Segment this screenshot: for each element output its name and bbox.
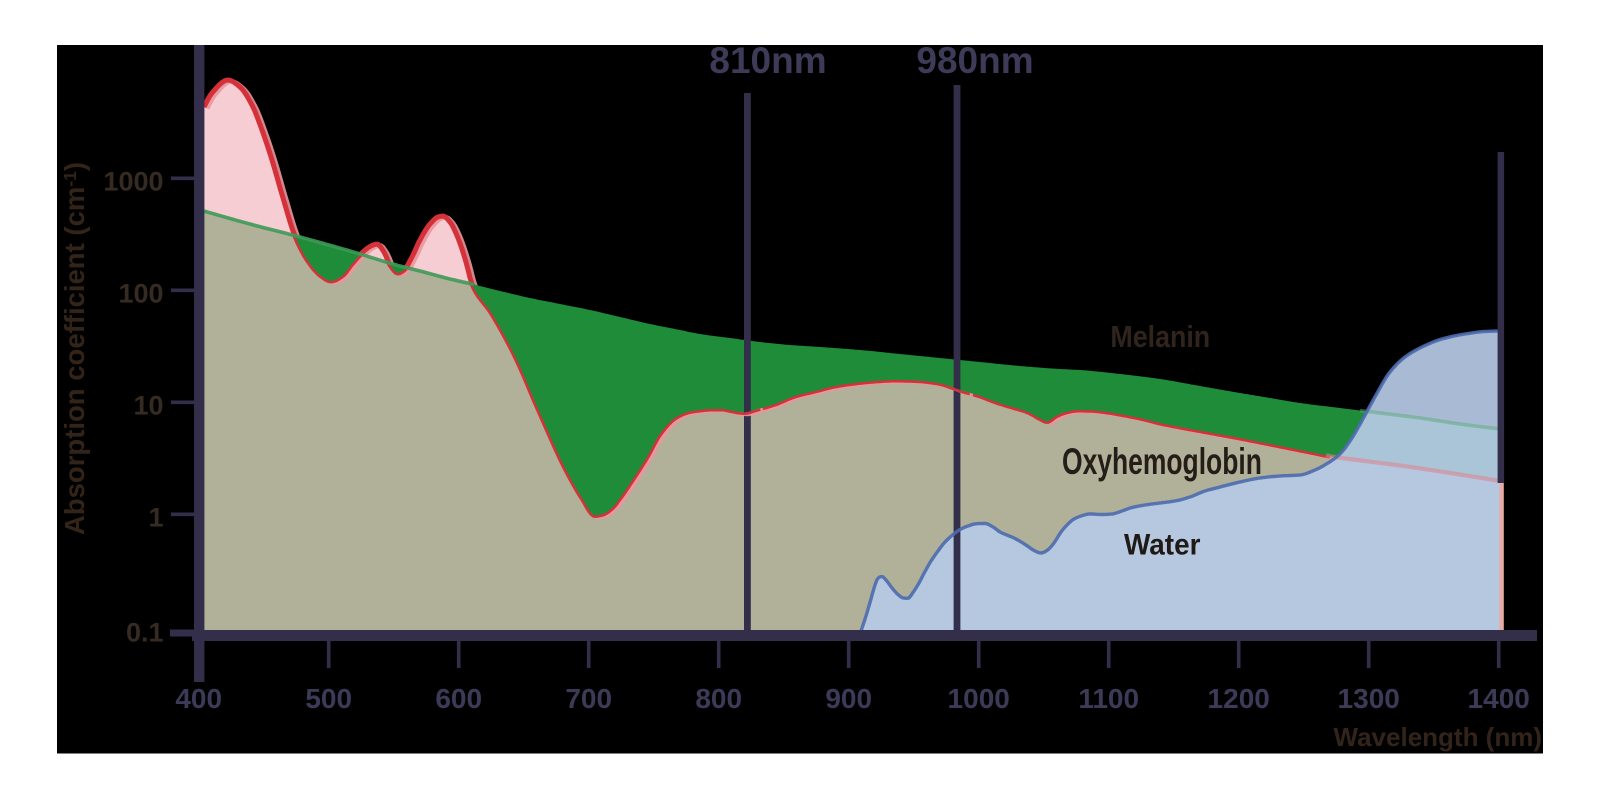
svg-text:700: 700 [565, 683, 612, 714]
svg-text:1100: 1100 [1078, 683, 1139, 714]
svg-text:100: 100 [118, 279, 163, 309]
svg-text:Absorption coefficient (cm-1): Absorption coefficient (cm-1) [59, 162, 90, 535]
svg-text:600: 600 [435, 683, 482, 714]
svg-text:810nm: 810nm [709, 40, 826, 81]
svg-text:1200: 1200 [1208, 683, 1270, 714]
svg-text:0.1: 0.1 [126, 618, 164, 648]
svg-text:10: 10 [133, 391, 163, 421]
svg-text:1000: 1000 [103, 167, 163, 197]
svg-text:400: 400 [175, 683, 222, 714]
svg-text:Water: Water [1124, 529, 1200, 562]
svg-text:Oxyhemoglobin: Oxyhemoglobin [1062, 440, 1262, 481]
svg-text:1300: 1300 [1338, 683, 1400, 714]
svg-text:1: 1 [148, 503, 163, 533]
svg-text:500: 500 [305, 683, 352, 714]
svg-text:1000: 1000 [948, 683, 1010, 714]
svg-text:Wavelength (nm): Wavelength (nm) [1334, 722, 1542, 752]
svg-text:800: 800 [695, 683, 742, 714]
svg-text:900: 900 [825, 683, 872, 714]
svg-text:980nm: 980nm [916, 40, 1033, 81]
svg-text:1400: 1400 [1468, 683, 1530, 714]
svg-text:Melanin: Melanin [1110, 320, 1210, 354]
